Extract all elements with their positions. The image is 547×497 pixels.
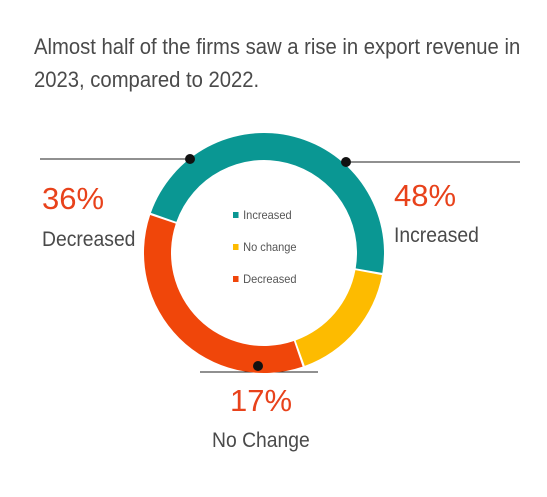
marker-no-change	[253, 361, 263, 371]
marker-increased	[341, 157, 351, 167]
legend-label-no-change: No change	[243, 240, 297, 254]
label-increased: Increased	[394, 224, 479, 247]
marker-decreased	[185, 154, 195, 164]
slice-decreased	[144, 215, 303, 374]
label-decreased: Decreased	[42, 228, 136, 251]
legend-item-no-change: No change	[233, 240, 297, 254]
legend-label-decreased: Decreased	[243, 272, 297, 286]
legend-item-increased: Increased	[233, 208, 292, 222]
legend-swatch-increased	[233, 212, 239, 218]
pct-decreased: 36%	[42, 181, 105, 216]
slice-increased	[150, 132, 385, 273]
chart-title: Almost half of the firms saw a rise in e…	[34, 30, 521, 96]
title-line-1: Almost half of the firms saw a rise in e…	[34, 34, 521, 59]
legend-label-increased: Increased	[243, 208, 292, 222]
label-no-change: No Change	[212, 429, 310, 452]
slice-no-change	[295, 270, 382, 366]
pct-increased: 48%	[394, 178, 457, 213]
title-line-2: 2023, compared to 2022.	[34, 67, 260, 92]
pct-no-change: 17%	[230, 383, 293, 418]
legend-item-decreased: Decreased	[233, 272, 297, 286]
legend-swatch-no-change	[233, 244, 239, 250]
legend-swatch-decreased	[233, 276, 239, 282]
